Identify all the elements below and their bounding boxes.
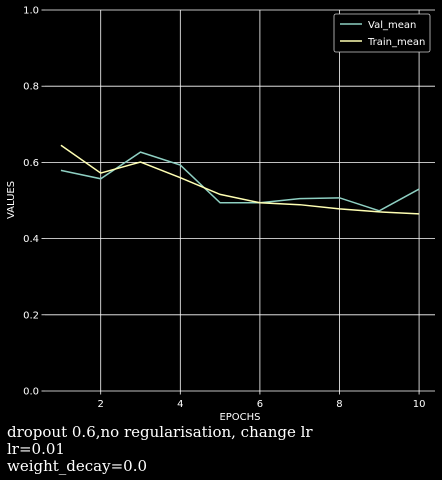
plot-area [45,10,435,391]
y-tick-label: 0.4 [23,234,39,245]
y-tick-label: 0.2 [23,310,39,321]
series-line-train-mean [60,144,420,215]
series-layer [60,144,420,215]
legend-label-train-mean: Train_mean [367,37,425,48]
y-tick-label: 0.8 [23,82,39,93]
x-tick-label: 4 [177,399,183,410]
grid [41,9,435,395]
x-tick-label: 8 [336,399,342,410]
x-tick-label: 10 [413,399,426,410]
y-tick-label: 0.6 [23,158,39,169]
caption-line-1: dropout 0.6,no regularisation, change lr [7,423,313,441]
y-tick-label: 1.0 [23,6,39,17]
y-axis-label: VALUES [6,181,17,219]
legend-label-val-mean: Val_mean [368,20,416,31]
x-axis-label-abs: EPOCHS [219,412,260,423]
legend: Val_mean Train_mean [333,13,431,53]
tick-labels: 2 4 6 8 10 0.0 0.2 0.4 0.6 0.8 1.0 [23,6,425,411]
caption-line-2: lr=0.01 [7,440,65,458]
caption-line-3: weight_decay=0.0 [7,457,148,475]
series-line-val-mean [60,151,420,212]
x-tick-label: 6 [257,399,263,410]
line-chart: 2 4 6 8 10 0.0 0.2 0.4 0.6 0.8 1.0 VALUES Val_mean… [6,6,435,411]
y-tick-label: 0.0 [23,387,39,398]
x-tick-label: 2 [98,399,104,410]
